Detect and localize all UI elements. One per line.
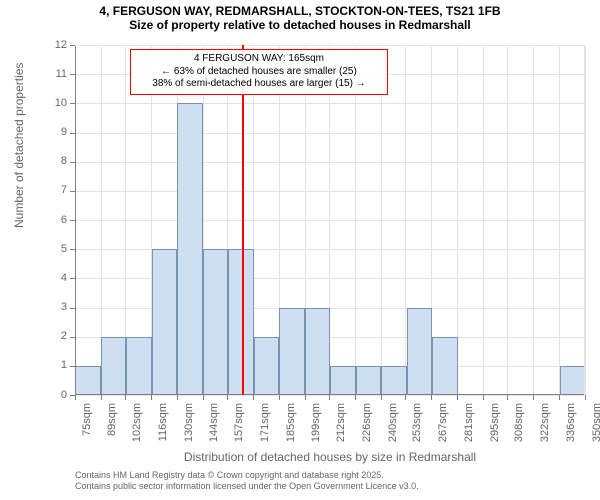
histogram-bar xyxy=(560,366,586,395)
title-line-1: 4, FERGUSON WAY, REDMARSHALL, STOCKTON-O… xyxy=(0,4,600,18)
histogram-bar xyxy=(305,308,331,396)
y-tick-label: 9 xyxy=(37,126,67,138)
x-tick xyxy=(305,395,306,400)
histogram-bar xyxy=(279,308,305,396)
x-tick xyxy=(177,395,178,400)
x-tick xyxy=(585,395,586,400)
x-tick-label: 185sqm xyxy=(285,403,297,453)
grid-line-v xyxy=(559,45,560,395)
annotation-box: 4 FERGUSON WAY: 165sqm← 63% of detached … xyxy=(130,49,388,95)
chart-container: 4, FERGUSON WAY, REDMARSHALL, STOCKTON-O… xyxy=(0,0,600,500)
x-tick-label: 281sqm xyxy=(463,403,475,453)
plot-area xyxy=(75,45,585,395)
title-block: 4, FERGUSON WAY, REDMARSHALL, STOCKTON-O… xyxy=(0,0,600,32)
x-tick xyxy=(559,395,560,400)
histogram-bar xyxy=(254,337,280,395)
x-tick-label: 102sqm xyxy=(131,403,143,453)
y-tick-label: 7 xyxy=(37,184,67,196)
y-axis-line xyxy=(75,45,76,395)
x-tick xyxy=(227,395,228,400)
x-tick xyxy=(329,395,330,400)
y-tick-label: 11 xyxy=(37,68,67,80)
y-tick-label: 4 xyxy=(37,272,67,284)
histogram-bar xyxy=(126,337,152,395)
y-tick-label: 5 xyxy=(37,243,67,255)
x-tick-label: 75sqm xyxy=(81,403,93,453)
x-tick-label: 336sqm xyxy=(565,403,577,453)
y-tick-label: 3 xyxy=(37,301,67,313)
grid-line-v xyxy=(585,45,586,395)
x-tick-label: 171sqm xyxy=(259,403,271,453)
x-tick xyxy=(355,395,356,400)
footer-line-2: Contains public sector information licen… xyxy=(75,481,419,492)
annotation-line-2: ← 63% of detached houses are smaller (25… xyxy=(137,66,381,79)
y-tick-label: 8 xyxy=(37,155,67,167)
x-tick xyxy=(75,395,76,400)
x-tick-label: 157sqm xyxy=(233,403,245,453)
x-tick-label: 295sqm xyxy=(489,403,501,453)
x-tick xyxy=(457,395,458,400)
x-tick-label: 267sqm xyxy=(437,403,449,453)
histogram-bar xyxy=(177,103,203,395)
x-tick-label: 308sqm xyxy=(513,403,525,453)
title-line-2: Size of property relative to detached ho… xyxy=(0,18,600,32)
x-tick-label: 144sqm xyxy=(208,403,220,453)
reference-line xyxy=(242,45,244,395)
x-tick-label: 89sqm xyxy=(106,403,118,453)
annotation-line-3: 38% of semi-detached houses are larger (… xyxy=(137,78,381,91)
x-tick-label: 226sqm xyxy=(361,403,373,453)
histogram-bar xyxy=(356,366,382,395)
y-axis-label: Number of detached properties xyxy=(12,210,26,228)
x-axis-line xyxy=(75,394,585,395)
x-tick-label: 212sqm xyxy=(335,403,347,453)
x-tick-label: 199sqm xyxy=(310,403,322,453)
x-tick xyxy=(151,395,152,400)
grid-line-v xyxy=(355,45,356,395)
x-tick xyxy=(253,395,254,400)
x-tick xyxy=(431,395,432,400)
x-tick-label: 322sqm xyxy=(539,403,551,453)
x-tick xyxy=(101,395,102,400)
x-tick xyxy=(405,395,406,400)
x-tick-label: 253sqm xyxy=(411,403,423,453)
y-tick-label: 12 xyxy=(37,39,67,51)
y-tick-label: 2 xyxy=(37,330,67,342)
histogram-bar xyxy=(330,366,356,395)
x-tick xyxy=(483,395,484,400)
annotation-line-1: 4 FERGUSON WAY: 165sqm xyxy=(137,53,381,66)
right-axis-line xyxy=(584,45,585,395)
x-tick-label: 116sqm xyxy=(157,403,169,453)
x-tick xyxy=(279,395,280,400)
x-tick xyxy=(507,395,508,400)
histogram-bar xyxy=(101,337,127,395)
histogram-bar xyxy=(75,366,101,395)
x-tick xyxy=(203,395,204,400)
footer-line-1: Contains HM Land Registry data © Crown c… xyxy=(75,470,419,481)
y-tick-label: 0 xyxy=(37,389,67,401)
grid-line-v xyxy=(381,45,382,395)
footer: Contains HM Land Registry data © Crown c… xyxy=(75,470,419,492)
y-tick-label: 1 xyxy=(37,359,67,371)
x-tick-label: 240sqm xyxy=(387,403,399,453)
x-tick xyxy=(533,395,534,400)
y-tick-label: 6 xyxy=(37,214,67,226)
x-axis-label: Distribution of detached houses by size … xyxy=(75,450,585,464)
histogram-bar xyxy=(381,366,407,395)
histogram-bar xyxy=(432,337,458,395)
y-tick-label: 10 xyxy=(37,97,67,109)
histogram-bar xyxy=(152,249,178,395)
top-axis-line xyxy=(75,45,585,46)
x-tick xyxy=(125,395,126,400)
grid-line-v xyxy=(507,45,508,395)
x-tick-label: 130sqm xyxy=(183,403,195,453)
grid-line-v xyxy=(483,45,484,395)
histogram-bar xyxy=(228,249,254,395)
x-tick xyxy=(381,395,382,400)
histogram-bar xyxy=(407,308,433,396)
histogram-bar xyxy=(203,249,229,395)
grid-line-v xyxy=(533,45,534,395)
x-tick-label: 350sqm xyxy=(591,403,600,453)
